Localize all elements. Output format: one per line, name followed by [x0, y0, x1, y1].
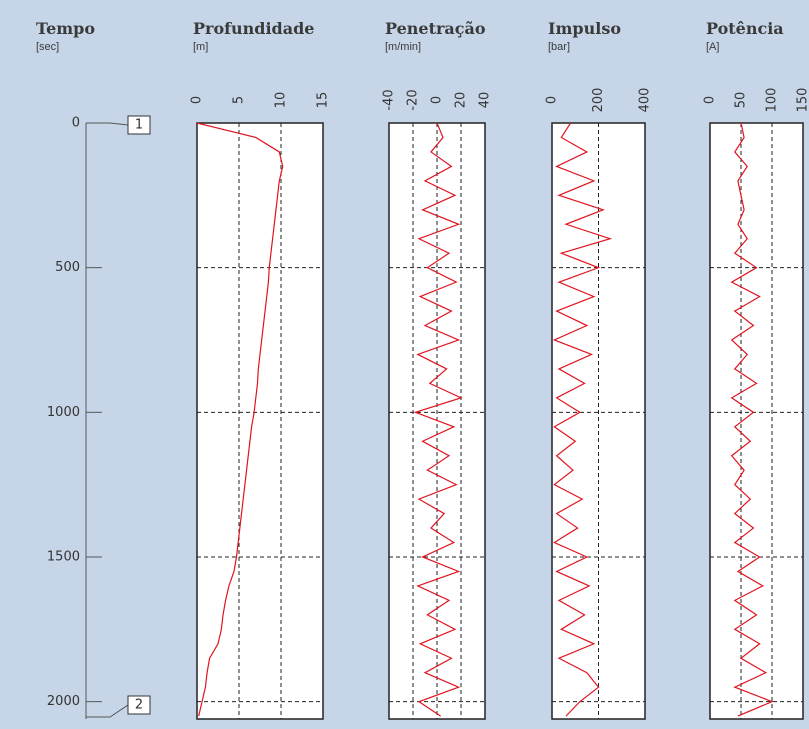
marker-connector [86, 122, 129, 126]
y-tick-label: 500 [55, 260, 80, 275]
panel-title: Profundidade [193, 19, 314, 38]
trace [413, 122, 463, 717]
y-tick-label: 1500 [47, 549, 80, 564]
panel-unit: [A] [706, 41, 719, 53]
panel-bg [709, 122, 804, 720]
y-tick-label: 2000 [47, 694, 80, 709]
x-tick-label: 400 [638, 88, 653, 113]
panel-unit: [m/min] [385, 41, 421, 53]
panel-title: Potência [706, 19, 784, 38]
panel-title: Impulso [548, 19, 621, 38]
trace [552, 122, 613, 717]
y-tick-label: 0 [72, 116, 80, 131]
x-tick-label: 5 [232, 96, 247, 104]
panel-unit: [m] [193, 41, 208, 53]
trace [730, 122, 774, 717]
x-tick-label: 10 [274, 92, 289, 109]
marker-box [127, 695, 151, 715]
x-tick-label: 150 [796, 88, 809, 113]
trace [196, 122, 284, 717]
x-tick-label: 40 [478, 92, 493, 109]
marker-label: 2 [135, 698, 143, 713]
y-tick-label: 1000 [47, 405, 80, 420]
x-tick-label: 100 [765, 88, 780, 113]
x-tick-label: -40 [382, 89, 397, 110]
panel-bg [196, 122, 324, 720]
x-tick-label: 50 [734, 92, 749, 109]
marker-box [127, 115, 151, 135]
panel-unit: [bar] [548, 41, 570, 53]
panel-title: Penetração [385, 19, 486, 38]
x-tick-label: 0 [190, 96, 205, 104]
time-title: Tempo [36, 19, 95, 38]
x-tick-label: 200 [591, 88, 606, 113]
x-tick-label: 0 [545, 96, 560, 104]
x-tick-label: 0 [430, 96, 445, 104]
x-tick-label: 0 [703, 96, 718, 104]
marker-connector [86, 704, 129, 718]
x-tick-label: -20 [406, 89, 421, 110]
x-tick-label: 15 [316, 92, 331, 109]
time-unit: [sec] [36, 41, 59, 53]
x-tick-label: 20 [454, 92, 469, 109]
marker-label: 1 [135, 118, 143, 133]
